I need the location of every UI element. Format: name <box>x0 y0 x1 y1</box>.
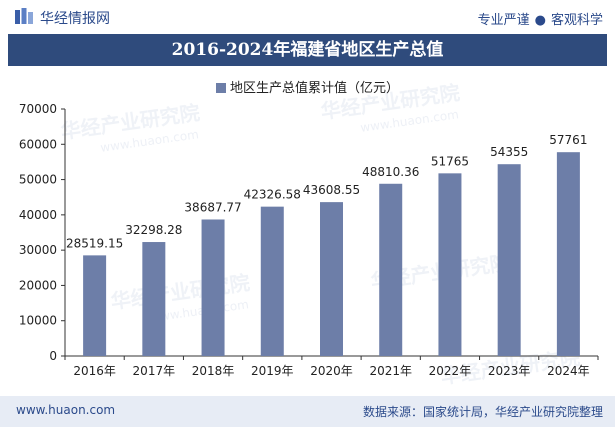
y-tick-label: 10000 <box>19 314 57 328</box>
y-tick-label: 40000 <box>19 208 57 222</box>
bar <box>497 164 521 356</box>
x-tick-label: 2017年 <box>133 364 176 378</box>
tagline-left: 专业严谨 <box>477 13 530 28</box>
bar <box>379 183 403 356</box>
data-source: 数据来源：国家统计局，华经产业研究院整理 <box>362 405 603 419</box>
legend: 地区生产总值累计值（亿元） <box>0 77 615 96</box>
legend-label: 地区生产总值累计值（亿元） <box>229 81 399 96</box>
y-tick-label: 0 <box>49 349 57 363</box>
data-label: 51765 <box>431 154 469 168</box>
x-tick-label: 2024年 <box>547 364 590 378</box>
footer-bar: www.huaon.com 数据来源：国家统计局，华经产业研究院整理 <box>0 396 615 427</box>
x-tick-label: 2023年 <box>488 364 531 378</box>
title-bar: 2016-2024年福建省地区生产总值 <box>8 34 607 66</box>
tagline: 专业严谨 ● 客观科学 <box>478 9 603 28</box>
data-label: 32298.28 <box>125 223 182 237</box>
brand-name: 华经情报网 <box>40 11 110 27</box>
bar <box>142 242 166 356</box>
bar <box>201 219 225 356</box>
bar <box>260 206 284 356</box>
data-label: 54355 <box>490 145 528 159</box>
data-label: 43608.55 <box>303 183 360 197</box>
huajing-logo-icon <box>15 8 33 24</box>
bar <box>556 152 580 356</box>
data-label: 42326.58 <box>244 188 301 202</box>
data-label: 28519.15 <box>66 236 123 250</box>
y-tick-label: 30000 <box>19 243 57 257</box>
y-tick-label: 50000 <box>19 173 57 187</box>
x-tick-label: 2016年 <box>73 364 116 378</box>
x-tick-label: 2022年 <box>429 364 472 378</box>
bar <box>438 173 462 356</box>
x-tick-label: 2020年 <box>310 364 353 378</box>
x-tick-label: 2018年 <box>192 364 235 378</box>
x-tick-label: 2021年 <box>369 364 412 378</box>
y-tick-label: 60000 <box>19 137 57 151</box>
data-label: 38687.77 <box>184 200 241 214</box>
data-label: 48810.36 <box>362 165 419 179</box>
bar <box>320 202 343 356</box>
y-tick-label: 70000 <box>19 102 57 116</box>
y-tick-label: 20000 <box>19 278 57 292</box>
chart-title: 2016-2024年福建省地区生产总值 <box>171 40 444 60</box>
x-tick-label: 2019年 <box>251 364 294 378</box>
bullet-dot-icon: ● <box>534 13 546 28</box>
tagline-right: 客观科学 <box>550 13 603 28</box>
top-bar: 华经情报网 专业严谨 ● 客观科学 <box>0 0 615 34</box>
data-label: 57761 <box>549 133 587 147</box>
bar <box>83 255 107 356</box>
legend-swatch <box>215 83 226 93</box>
footer-site: www.huaon.com <box>16 403 116 417</box>
